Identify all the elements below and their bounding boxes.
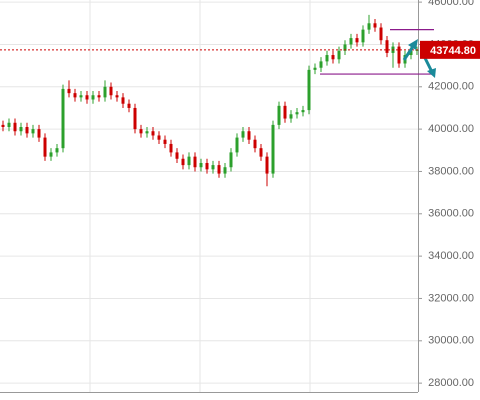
arrow-head [427,68,436,78]
candle-body [217,165,221,174]
candle-body [247,131,251,140]
y-tick-label: 40000.00 [428,123,474,135]
candle-body [169,143,173,153]
candle-body [271,124,275,174]
candle-body [151,131,155,136]
candle-body [25,127,29,134]
candle-body [385,40,389,53]
candle-body [175,152,179,159]
candle-body [289,114,293,119]
candle-body [379,27,383,41]
y-tick-label: 36000.00 [428,208,474,220]
candle-body [157,135,161,140]
candle-body [139,129,143,134]
y-tick-label: 28000.00 [428,377,474,389]
candle-body [331,55,335,60]
candle-body [325,55,329,62]
candle-body [1,124,5,128]
candle-body [13,122,17,132]
candle-body [223,167,227,174]
candle-body [145,131,149,134]
arrow-head [408,39,418,50]
candle-body [409,50,413,56]
candle-body [373,23,377,28]
candle-body [79,95,83,98]
candle-body [265,156,269,174]
y-tick-label: 32000.00 [428,292,474,304]
candle-body [313,67,317,70]
candle-body [199,162,203,168]
candle-body [355,38,359,43]
candle-body [301,110,305,113]
y-tick-label: 38000.00 [428,165,474,177]
candle-body [229,152,233,168]
candle-body [181,158,185,166]
candle-body [43,137,47,157]
last-price-box [420,40,480,59]
candle-body [343,44,347,51]
candle-body [73,93,77,98]
candle-body [91,95,95,100]
candle-body [337,50,341,60]
candle-body [31,129,35,134]
candle-body [7,122,11,128]
candle-body [193,156,197,168]
candle-body [259,148,263,157]
candle-body [319,61,323,68]
y-tick-label: 46000.00 [428,0,474,8]
candle-body [127,103,131,108]
candle-body [19,127,23,132]
candle-body [367,23,371,30]
candle-body [133,107,137,130]
candle-body [163,139,167,144]
candle-body [205,162,209,170]
y-tick-label: 42000.00 [428,81,474,93]
candle-body [187,156,191,166]
candle-body [307,69,311,111]
candle-body [349,38,353,45]
candle-body [49,152,53,157]
candle-body [361,29,365,43]
candle-body [85,95,89,100]
candle-body [121,97,125,104]
candle-body [37,129,41,138]
candle-body [67,88,71,94]
y-tick-label: 34000.00 [428,250,474,262]
candle-body [397,46,401,64]
candle-body [253,139,257,149]
candle-body [103,86,107,98]
candle-body [109,86,113,96]
last-price-label: 43744.80 [430,45,476,57]
candle-body [97,95,101,98]
candle-body [61,88,65,149]
candle-body [241,131,245,138]
y-tick-label: 30000.00 [428,335,474,347]
candle-body [295,112,299,115]
candle-body [235,137,239,153]
candle-body [211,165,215,170]
candle-body [283,105,287,119]
annotation-arrows [402,39,436,78]
candle-body [277,105,281,125]
candle-body [55,148,59,153]
candle-body [115,95,119,98]
